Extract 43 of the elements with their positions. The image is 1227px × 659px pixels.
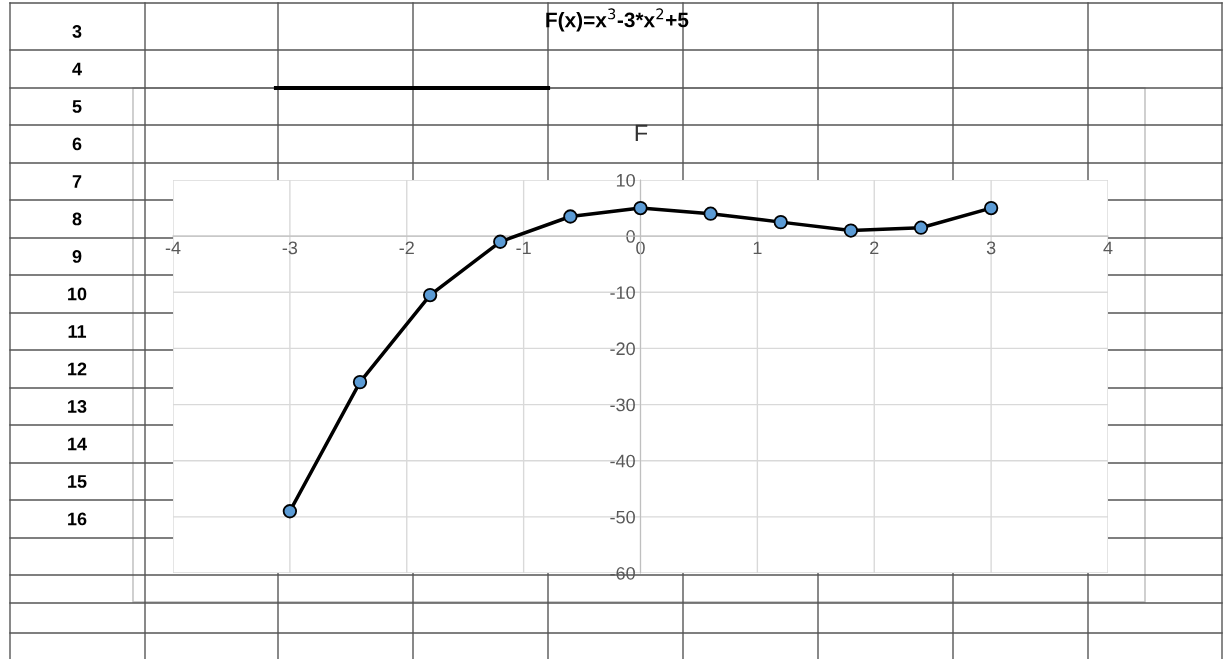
point xyxy=(983,200,999,216)
text: 3 xyxy=(72,25,82,38)
text: 9 xyxy=(72,250,82,263)
text: 15 xyxy=(68,475,87,488)
text: 13 xyxy=(68,400,87,413)
y-tick-label: 10 xyxy=(616,173,635,187)
point xyxy=(913,220,929,235)
y-tick-label: -40 xyxy=(610,454,635,468)
y-tick-label: 0 xyxy=(626,230,635,243)
x-tick-label: 0 xyxy=(636,241,645,255)
text: 14 xyxy=(68,437,87,451)
chart-title: F(x)=x$^{3}$-3*x$^{2}$+5 xyxy=(546,8,689,32)
point xyxy=(493,234,508,249)
x-tick-label: 2 xyxy=(870,241,879,255)
text: 4 xyxy=(72,62,82,76)
x-tick-label: -3 xyxy=(282,241,298,255)
point xyxy=(282,504,298,519)
point xyxy=(422,287,438,303)
point xyxy=(843,223,859,238)
x-tick-label: -4 xyxy=(165,241,181,255)
y-tick-label: -50 xyxy=(610,510,635,524)
y-tick-label: -20 xyxy=(610,342,635,356)
point xyxy=(352,374,368,390)
x-tick-label: -1 xyxy=(516,241,531,255)
text: 10 xyxy=(68,287,87,301)
x-tick-label: 3 xyxy=(986,241,996,255)
text: 7 xyxy=(72,175,82,188)
chart-subtitle: F xyxy=(635,124,648,142)
x-tick-label: 1 xyxy=(753,241,762,255)
text: 12 xyxy=(68,362,87,376)
point xyxy=(703,206,718,221)
x-tick-label: -2 xyxy=(399,241,414,255)
y-tick-label: -10 xyxy=(610,286,635,300)
y-tick-label: -30 xyxy=(610,398,635,412)
text: 8 xyxy=(72,212,82,226)
point xyxy=(633,200,648,216)
x-tick-label: 4 xyxy=(1103,241,1113,255)
text: 11 xyxy=(68,325,87,338)
text: 16 xyxy=(68,512,87,526)
text: 6 xyxy=(72,137,82,151)
point xyxy=(563,209,578,224)
text: 5 xyxy=(72,100,82,113)
point xyxy=(773,214,788,230)
